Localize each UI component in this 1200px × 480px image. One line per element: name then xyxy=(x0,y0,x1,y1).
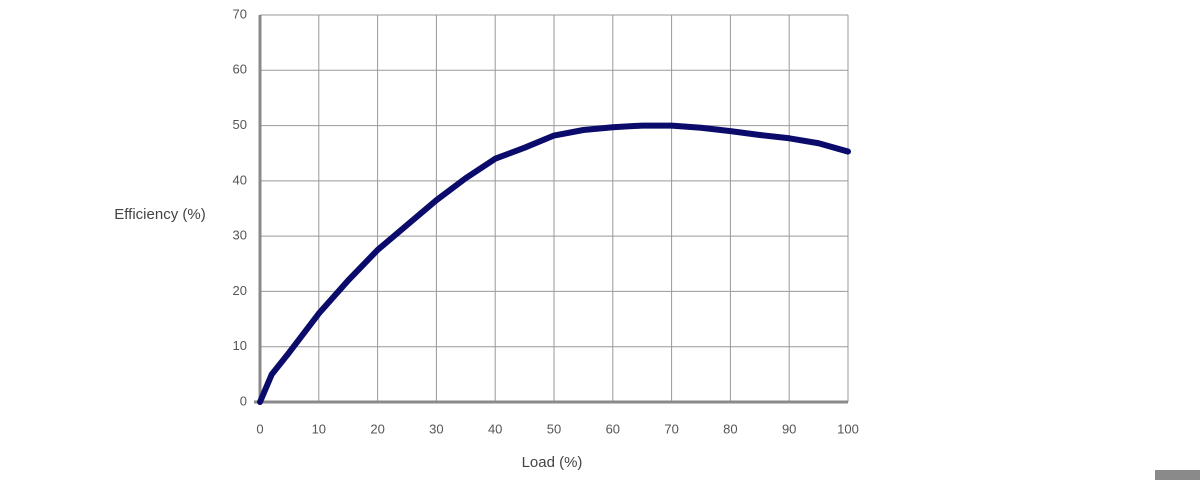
y-tick-label: 0 xyxy=(240,393,247,408)
x-tick-label: 60 xyxy=(606,421,620,436)
x-tick-label: 50 xyxy=(547,421,561,436)
corner-bar xyxy=(1155,470,1200,480)
y-axis-label: Efficiency (%) xyxy=(114,206,205,223)
y-tick-label: 50 xyxy=(233,117,247,132)
y-tick-label: 60 xyxy=(233,62,247,77)
y-tick-label: 30 xyxy=(233,228,247,243)
x-tick-label: 20 xyxy=(370,421,384,436)
x-tick-label: 10 xyxy=(312,421,326,436)
x-tick-label: 70 xyxy=(664,421,678,436)
x-tick-label: 0 xyxy=(256,421,263,436)
x-tick-label: 90 xyxy=(782,421,796,436)
line-series xyxy=(257,122,851,405)
y-tick-label: 70 xyxy=(233,6,247,21)
x-axis-label: Load (%) xyxy=(522,454,583,471)
x-tick-label: 30 xyxy=(429,421,443,436)
x-tick-label: 100 xyxy=(837,421,859,436)
y-tick-label: 10 xyxy=(233,338,247,353)
y-tick-label: 20 xyxy=(233,283,247,298)
y-tick-label: 40 xyxy=(233,172,247,187)
x-tick-label: 40 xyxy=(488,421,502,436)
x-tick-label: 80 xyxy=(723,421,737,436)
